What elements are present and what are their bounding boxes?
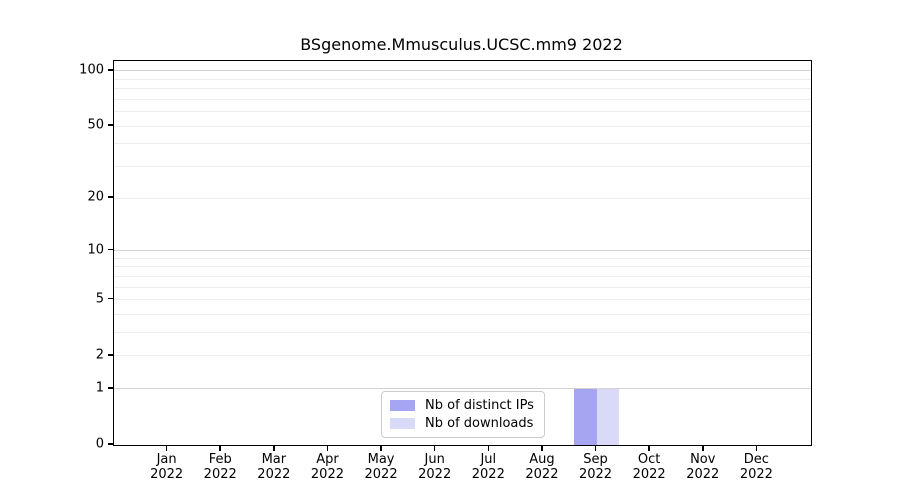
y-tick-mark <box>108 196 113 198</box>
y-tick-mark <box>108 69 113 71</box>
major-gridline <box>114 250 811 252</box>
legend-label: Nb of downloads <box>425 415 534 431</box>
x-tick-label-mar: Mar 2022 <box>257 452 291 482</box>
x-tick-label-jan: Jan 2022 <box>150 452 184 482</box>
y-tick-label: 20 <box>87 189 104 205</box>
minor-gridline <box>114 111 811 113</box>
minor-gridline <box>114 266 811 268</box>
distinct-ips-swatch <box>390 400 415 411</box>
y-tick-label: 1 <box>95 380 104 396</box>
x-tick-mark <box>487 445 490 451</box>
plot-area <box>113 60 812 446</box>
y-tick-label: 0 <box>95 436 104 452</box>
x-tick-label-jun: Jun 2022 <box>418 452 452 482</box>
major-gridline <box>114 70 811 72</box>
x-tick-label-apr: Apr 2022 <box>310 452 344 482</box>
y-tick-mark <box>108 297 113 300</box>
minor-gridline <box>114 143 811 145</box>
legend-item-downloads: Nb of downloads <box>390 415 536 431</box>
x-tick-mark <box>541 445 543 451</box>
minor-gridline <box>114 166 811 168</box>
legend-item-distinct-ips: Nb of distinct IPs <box>390 397 536 413</box>
downloads-swatch <box>390 418 415 429</box>
y-tick-mark <box>108 354 113 356</box>
minor-gridline <box>114 197 811 199</box>
minor-gridline <box>114 125 811 127</box>
minor-gridline <box>114 314 811 315</box>
y-tick-label: 50 <box>87 117 104 133</box>
minor-gridline <box>114 257 811 259</box>
x-tick-label-dec: Dec 2022 <box>739 452 773 482</box>
x-tick-mark <box>326 445 329 451</box>
y-tick-label: 100 <box>79 62 104 78</box>
y-tick-mark <box>108 248 113 251</box>
x-tick-label-sep: Sep 2022 <box>578 452 613 482</box>
x-tick-mark <box>165 445 168 451</box>
y-tick-mark <box>108 387 113 389</box>
minor-gridline <box>114 355 811 357</box>
x-tick-mark <box>648 445 650 451</box>
bar-sep-distinct-ips <box>574 388 597 445</box>
x-tick-mark <box>433 445 436 451</box>
x-tick-mark <box>594 445 597 451</box>
x-tick-mark <box>380 445 382 451</box>
y-tick-mark <box>108 443 113 445</box>
y-tick-label: 2 <box>95 347 104 363</box>
minor-gridline <box>114 88 811 90</box>
minor-gridline <box>114 275 811 277</box>
minor-gridline <box>114 98 811 100</box>
legend-label: Nb of distinct IPs <box>425 397 534 413</box>
y-tick-label: 5 <box>95 291 104 307</box>
y-tick-label: 10 <box>87 242 104 258</box>
x-tick-mark <box>702 445 704 451</box>
x-tick-mark <box>755 445 758 451</box>
x-tick-mark <box>219 445 221 451</box>
legend: Nb of distinct IPs Nb of downloads <box>381 391 545 438</box>
x-tick-label-feb: Feb 2022 <box>203 452 237 482</box>
minor-gridline <box>114 78 811 80</box>
major-gridline <box>114 388 811 390</box>
y-tick-mark <box>108 124 113 126</box>
x-tick-label-oct: Oct 2022 <box>632 452 666 482</box>
bar-sep-downloads <box>596 388 620 445</box>
minor-gridline <box>114 299 811 301</box>
x-tick-label-may: May 2022 <box>364 452 398 482</box>
x-tick-label-nov: Nov 2022 <box>686 452 720 482</box>
chart-title: BSgenome.Mmusculus.UCSC.mm9 2022 <box>300 35 623 54</box>
minor-gridline <box>114 332 811 334</box>
x-tick-label-jul: Jul 2022 <box>471 452 505 482</box>
x-tick-label-aug: Aug 2022 <box>525 452 559 482</box>
x-tick-mark <box>273 445 275 451</box>
minor-gridline <box>114 286 811 288</box>
